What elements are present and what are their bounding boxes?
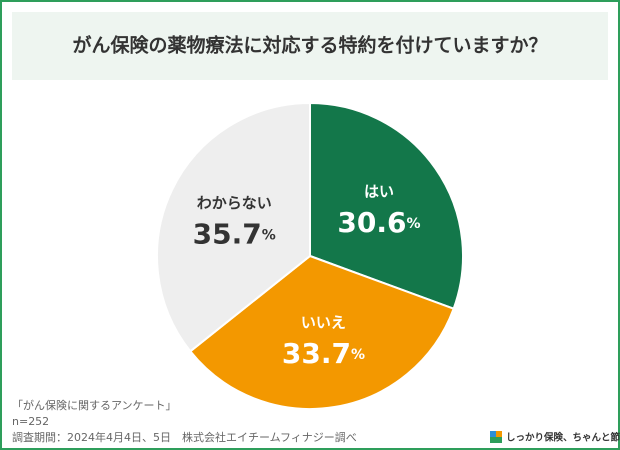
pie-slice xyxy=(156,101,311,353)
value-label: 30.6% xyxy=(337,206,420,239)
slice-label: わからない xyxy=(197,194,272,212)
logo-icon xyxy=(496,431,502,437)
logo-icon xyxy=(490,431,496,437)
slice-label: いいえ xyxy=(301,314,346,332)
slice-label: はい xyxy=(364,182,394,200)
logo-icon xyxy=(490,437,502,443)
title-box xyxy=(12,12,608,80)
chart-title: がん保険の薬物療法に対応する特約を付けていますか？ xyxy=(72,34,547,57)
logo-text: しっかり保険、ちゃんと節約。 xyxy=(506,432,620,444)
value-label: 33.7% xyxy=(282,337,365,370)
pie-slice xyxy=(188,254,455,410)
value-label: 35.7% xyxy=(193,217,276,250)
note: 調査期間：2024年4月4日、5日 株式会社エイチームフィナジー調べ xyxy=(12,430,357,444)
note: n=252 xyxy=(12,415,49,428)
note: 「がん保険に関するアンケート」 xyxy=(12,398,177,412)
pie-slice xyxy=(309,101,464,311)
